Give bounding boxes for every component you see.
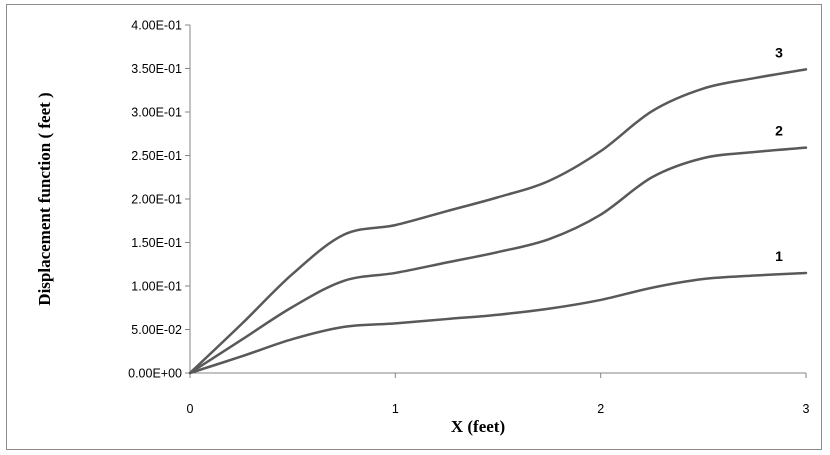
y-tick-label: 2.50E-01 [131, 149, 182, 163]
tick-labels: 0.00E+00 5.00E-02 1.00E-01 1.50E-01 2.00E-01… [128, 19, 809, 417]
y-tick-label: 2.00E-01 [131, 193, 182, 207]
x-axis-title: X (feet) [451, 417, 505, 436]
y-tick-label: 1.00E-01 [131, 280, 182, 294]
series-line-1 [188, 271, 808, 375]
series-label-3: 3 [775, 44, 783, 60]
axes [185, 24, 807, 378]
x-tick-label: 3 [803, 402, 810, 416]
series-label-1: 1 [775, 248, 783, 264]
series-line-2 [188, 146, 808, 375]
y-tick-label: 4.00E-01 [131, 19, 182, 33]
y-axis-title: Displacement function ( feet ) [35, 92, 54, 305]
y-tick-label: 5.00E-02 [131, 323, 182, 337]
x-tick-label: 0 [187, 402, 194, 416]
x-tick-label: 2 [597, 402, 604, 416]
chart-frame [6, 4, 822, 450]
series-labels: 1 2 3 [775, 44, 783, 264]
series-lines [188, 68, 808, 375]
series-line-3 [188, 68, 808, 375]
y-tick-label: 1.50E-01 [131, 236, 182, 250]
y-tick-label: 3.00E-01 [131, 106, 182, 120]
y-tick-label: 0.00E+00 [128, 367, 182, 381]
y-tick-label: 3.50E-01 [131, 62, 182, 76]
series-label-2: 2 [775, 123, 783, 139]
x-tick-label: 1 [392, 402, 399, 416]
